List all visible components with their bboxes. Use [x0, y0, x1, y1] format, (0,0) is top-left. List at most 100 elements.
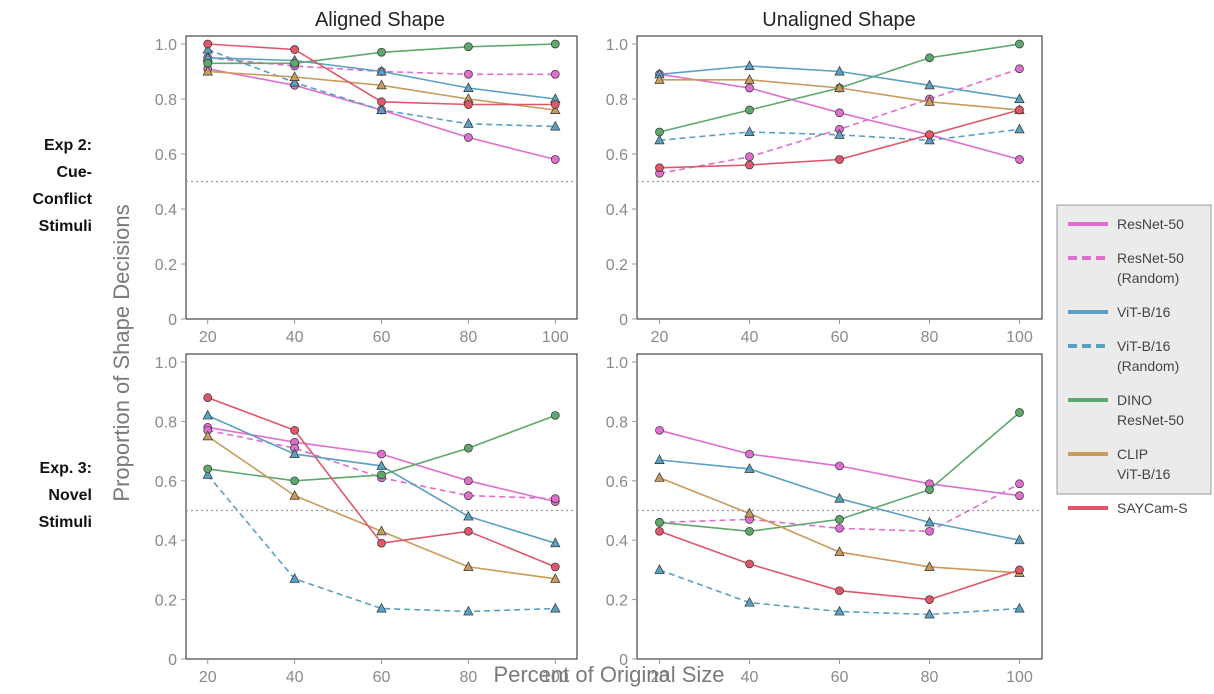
column-title-aligned: Aligned Shape	[315, 9, 445, 31]
data-point	[290, 425, 299, 435]
data-point	[376, 104, 387, 114]
x-tick-label: 40	[741, 669, 759, 686]
data-point	[1014, 534, 1025, 545]
x-tick-label: 100	[1006, 329, 1033, 346]
legend-item: ViT-B/16	[1068, 304, 1171, 320]
data-point	[745, 105, 754, 115]
data-point	[377, 449, 386, 459]
x-tick-label: 60	[831, 329, 849, 346]
data-point	[1015, 155, 1024, 164]
data-point	[654, 454, 665, 464]
data-point	[925, 485, 934, 495]
row-label-exp3-line: Stimuli	[39, 514, 92, 531]
series-line	[207, 474, 556, 613]
data-point	[464, 491, 473, 500]
data-point	[290, 476, 299, 486]
data-point	[925, 595, 934, 604]
data-point	[834, 492, 845, 503]
data-point	[464, 443, 473, 453]
data-point	[745, 526, 754, 536]
data-point	[925, 130, 934, 140]
data-point	[1015, 408, 1024, 417]
y-tick-label: 0.4	[155, 533, 177, 550]
panel-frame	[636, 35, 1043, 320]
data-point	[924, 134, 935, 145]
data-point	[550, 602, 561, 613]
y-axis-title: Proportion of Shape Decisions	[109, 204, 134, 501]
x-tick-label: 80	[921, 329, 939, 346]
series-saycam-s	[655, 526, 1024, 604]
data-point	[289, 448, 300, 459]
data-point	[550, 104, 561, 114]
legend-label: ViT-B/16	[1117, 466, 1171, 482]
data-point	[289, 573, 300, 583]
y-tick-label: 0.8	[155, 92, 177, 109]
y-tick-label: 0.4	[155, 202, 177, 219]
legend-frame	[1056, 204, 1212, 495]
legend-label: DINO	[1117, 392, 1152, 408]
data-point	[202, 43, 213, 54]
data-point	[1015, 479, 1024, 489]
data-point	[203, 39, 213, 49]
legend-item: SAYCam-S	[1068, 500, 1188, 516]
data-point	[744, 507, 755, 518]
y-tick-label: 0.6	[155, 474, 177, 491]
panel-2: 0 0.2 0.4 0.6 0.8 1.0 20 40 60 80 100	[606, 35, 1043, 346]
series-vit-b-16	[654, 454, 1025, 545]
data-point	[203, 464, 213, 474]
series-vit-b-16-random-	[202, 43, 561, 131]
y-tick-label: 0.2	[155, 593, 177, 610]
data-point	[654, 74, 665, 84]
y-tick-label: 0.2	[606, 257, 628, 274]
data-point	[744, 60, 755, 70]
data-point	[835, 461, 844, 471]
data-point	[834, 129, 845, 139]
x-tick-label: 40	[286, 669, 304, 686]
series-vit-b-16-random-	[654, 564, 1025, 619]
x-tick-label: 20	[651, 329, 669, 346]
data-point	[1015, 105, 1024, 115]
panel-frame	[185, 35, 578, 320]
legend-item: ResNet-50 (Random)	[1068, 250, 1184, 286]
data-point	[376, 460, 387, 470]
data-point	[289, 489, 300, 500]
data-point	[202, 65, 213, 76]
y-tick-label: 1.0	[606, 37, 628, 54]
series-vit-b-16-random-	[654, 123, 1025, 145]
data-point	[835, 515, 844, 524]
series-dino-resnet-50	[203, 411, 560, 486]
y-tick-label: 0.2	[606, 593, 628, 610]
data-point	[834, 546, 845, 557]
data-point	[924, 608, 935, 619]
x-tick-label: 100	[542, 669, 569, 686]
row-label-exp3: Exp. 3: Novel Stimuli	[39, 460, 92, 531]
data-point	[835, 108, 844, 118]
data-point	[745, 160, 754, 170]
data-point	[289, 71, 300, 81]
panels-layer: 0 0.2 0.4 0.6 0.8 1.0 20 40 60 80 100 0 0.2 0.4 0.6 0.8…	[155, 35, 1043, 686]
series-vit-b-16	[202, 409, 561, 548]
data-point	[550, 69, 560, 79]
legend-label: SAYCam-S	[1117, 500, 1188, 516]
panel-4: 0 0.2 0.4 0.6 0.8 1.0 20 40 60 80 100	[606, 353, 1043, 686]
legend-label: ViT-B/16	[1117, 338, 1171, 354]
y-tick-label: 0.6	[155, 147, 177, 164]
data-point	[924, 516, 935, 527]
x-tick-label: 60	[373, 329, 391, 346]
data-point	[550, 494, 560, 503]
series-dino-resnet-50	[203, 39, 560, 68]
data-point	[745, 559, 754, 569]
row-label-exp2-line: Cue-	[56, 164, 92, 181]
data-point	[377, 47, 386, 57]
data-point	[835, 586, 844, 596]
legend-item: ViT-B/16 (Random)	[1068, 338, 1179, 374]
data-point	[745, 83, 754, 93]
legend-label: ResNet-50	[1117, 412, 1184, 428]
data-point	[1015, 64, 1024, 74]
series-clip-vit-b-16	[202, 65, 561, 114]
row-label-exp3-line: Exp. 3:	[40, 460, 92, 477]
series-saycam-s	[203, 39, 560, 109]
y-tick-label: 0	[619, 312, 628, 329]
data-point	[464, 42, 473, 52]
